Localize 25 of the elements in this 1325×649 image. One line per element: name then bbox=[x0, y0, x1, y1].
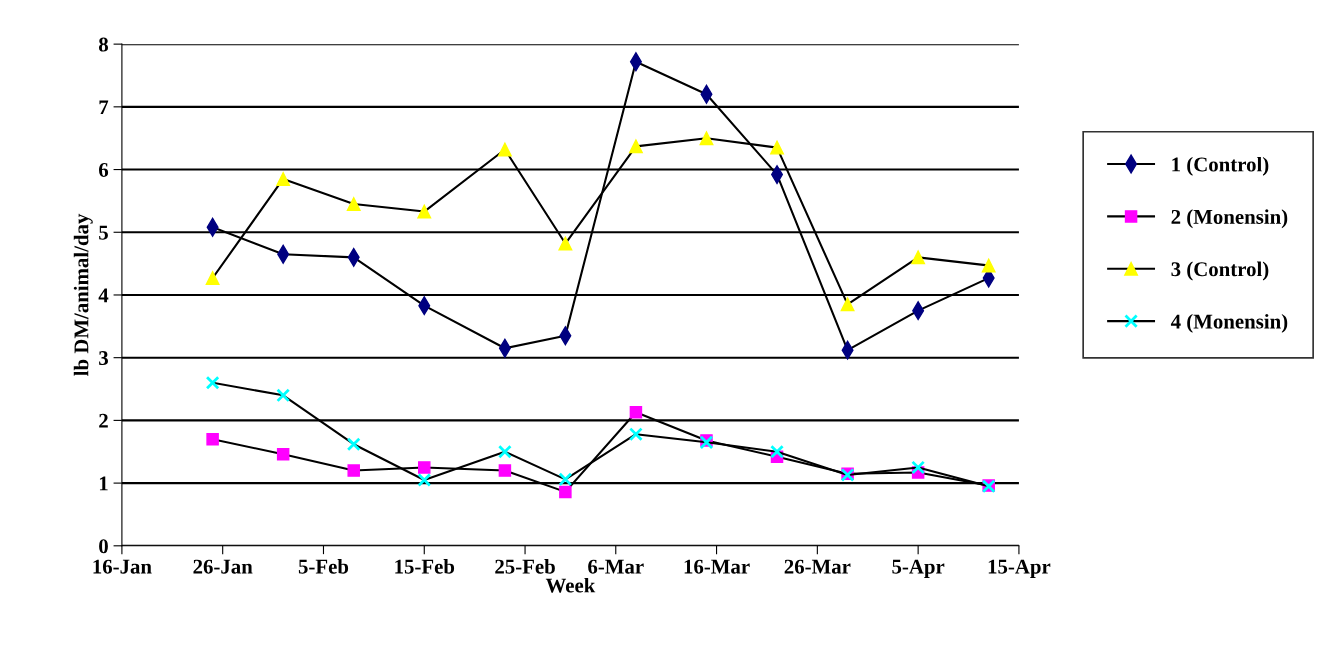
x-tick-label: 5-Apr bbox=[892, 559, 945, 578]
x-tick-label: 25-Feb bbox=[495, 559, 555, 574]
x-tick-label: 26-Jan bbox=[193, 559, 253, 574]
x-tick-label: 15-Feb bbox=[395, 559, 455, 574]
y-tick-label: 8 bbox=[98, 37, 109, 52]
y-axis-title: lb DM/animal/day bbox=[73, 213, 93, 376]
x-tick-label: 26-Mar bbox=[784, 559, 851, 574]
y-tick-label: 0 bbox=[99, 539, 108, 554]
x-axis-title: Week bbox=[545, 577, 596, 593]
y-tick-label: 1 bbox=[99, 476, 108, 491]
x-tick-label: 15-Apr bbox=[988, 559, 1051, 578]
x-tick-label: 16-Mar bbox=[684, 559, 750, 574]
y-tick-label: 5 bbox=[99, 225, 108, 240]
legend-label: 1 (Control) bbox=[1172, 156, 1269, 176]
legend-label: 3 (Control) bbox=[1171, 261, 1269, 281]
y-tick-label: 3 bbox=[99, 351, 108, 366]
y-tick-label: 6 bbox=[99, 162, 109, 177]
y-tick-label: 4 bbox=[98, 288, 109, 303]
legend-label: 4 (Monensin) bbox=[1170, 313, 1288, 333]
x-tick-label: 5-Feb bbox=[298, 559, 349, 574]
y-tick-label: 7 bbox=[99, 100, 109, 115]
legend-label: 2 (Monensin) bbox=[1171, 209, 1288, 229]
x-tick-label: 16-Jan bbox=[93, 559, 152, 574]
y-tick-label: 2 bbox=[99, 413, 108, 428]
x-tick-label: 6-Mar bbox=[588, 559, 644, 574]
